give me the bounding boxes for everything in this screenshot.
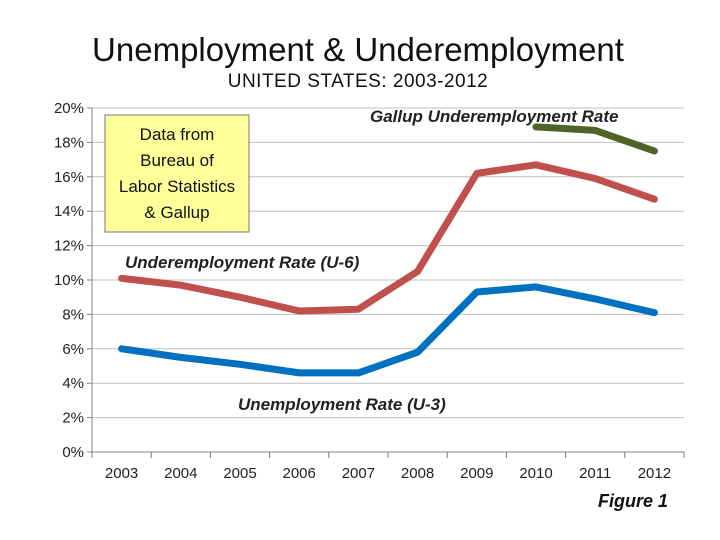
x-tick-label: 2003 [105, 465, 138, 482]
series-label-u6: Underemployment Rate (U-6) [125, 253, 360, 272]
chart-title: Unemployment & Underemployment [92, 31, 624, 68]
figure-label: Figure 1 [598, 491, 668, 511]
y-tick-label: 4% [62, 375, 84, 392]
source-line-2: Bureau of [140, 151, 214, 170]
series-line-gallup [532, 123, 658, 155]
series-line-u3 [118, 283, 658, 377]
x-tick-labels: 2003 2004 2005 2006 2007 2008 2009 2010 2011 2012 [105, 465, 671, 482]
series-label-gallup: Gallup Underemployment Rate [370, 107, 618, 126]
x-tick-label: 2004 [164, 465, 197, 482]
source-line-3: Labor Statistics [119, 177, 235, 196]
y-tick-label: 6% [62, 341, 84, 358]
y-tick-label: 2% [62, 410, 84, 427]
x-tick-label: 2011 [579, 465, 611, 482]
x-tick-label: 2012 [638, 465, 671, 482]
y-tick-label: 8% [62, 306, 84, 323]
y-tick-label: 14% [54, 203, 84, 220]
source-line-1: Data from [140, 125, 215, 144]
x-tick-label: 2007 [342, 465, 375, 482]
source-box: Data from Bureau of Labor Statistics & G… [104, 114, 250, 233]
chart-subtitle: UNITED STATES: 2003-2012 [228, 71, 489, 92]
series-label-u3: Unemployment Rate (U-3) [238, 395, 446, 414]
y-tick-label: 0% [62, 444, 84, 461]
series-line-u6 [118, 161, 658, 315]
x-tick-label: 2006 [283, 465, 316, 482]
y-tick-label: 16% [54, 169, 84, 186]
x-tick-label: 2005 [223, 465, 256, 482]
y-tick-label: 20% [54, 100, 84, 117]
y-tick-label: 12% [54, 238, 84, 255]
x-tick-label: 2009 [460, 465, 493, 482]
axes [87, 107, 685, 458]
source-line-4: & Gallup [144, 203, 209, 222]
y-tick-label: 10% [54, 272, 84, 289]
series-lines [118, 123, 658, 377]
x-tick-label: 2010 [519, 465, 552, 482]
y-tick-labels: 0% 2% 4% 6% 8% 10% 12% 14% 16% 18% 20% [54, 100, 84, 461]
x-tick-label: 2008 [401, 465, 434, 482]
y-tick-label: 18% [54, 134, 84, 151]
source-box-background [104, 114, 250, 233]
